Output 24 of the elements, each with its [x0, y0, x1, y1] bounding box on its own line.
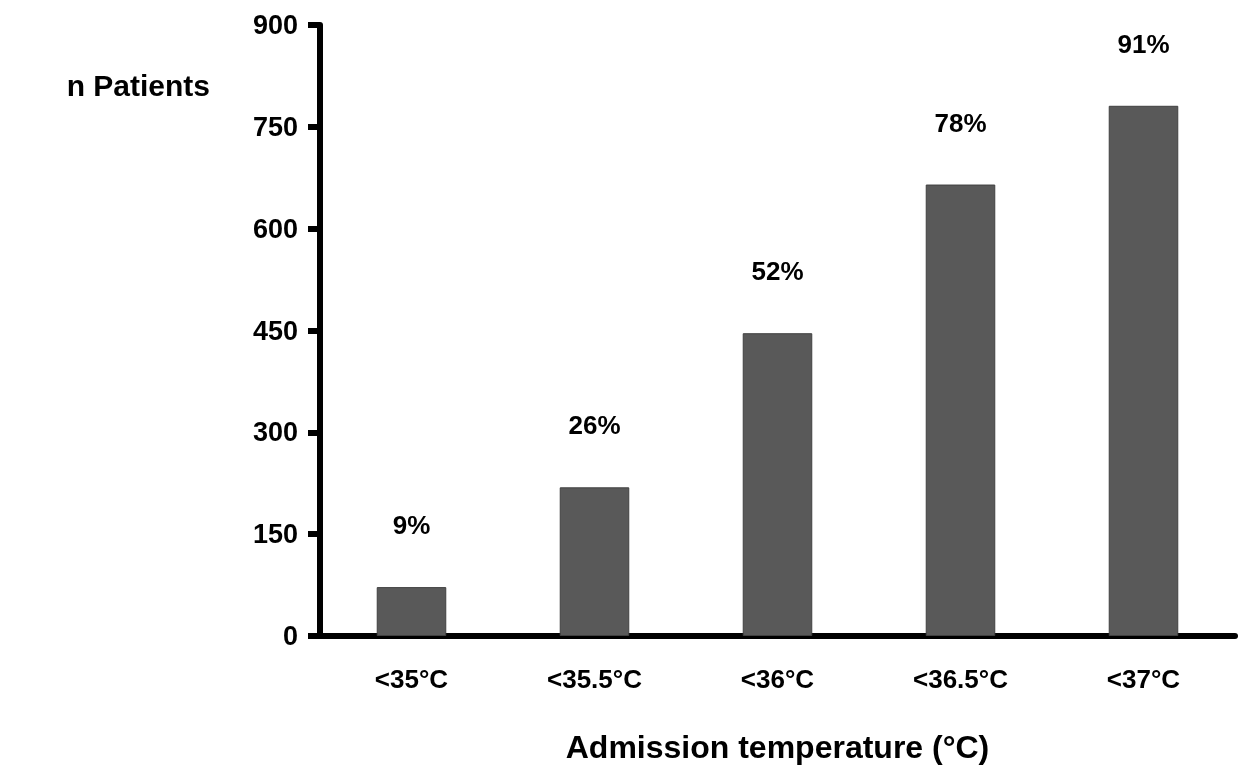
annotation: 78% [934, 107, 987, 138]
x-tick-label: <35°C [374, 664, 449, 694]
annotation: 91% [1117, 28, 1170, 59]
bar [925, 184, 996, 636]
y-axis-title: n Patients [66, 68, 210, 102]
x-axis-title: Admission temperature (°C) [565, 729, 990, 765]
x-tick-label: <36°C [740, 664, 815, 694]
x-tick-label: <37°C [1106, 664, 1181, 694]
bar [1108, 105, 1179, 636]
annotation: 52% [751, 256, 804, 287]
y-tick-label: 0 [282, 621, 298, 651]
y-tick-label: 900 [252, 10, 298, 40]
x-tick-label: <36.5°C [913, 664, 1009, 694]
y-tick-label: 450 [252, 315, 298, 346]
bar [559, 487, 630, 636]
bar [742, 333, 813, 636]
bar [376, 587, 447, 636]
y-tick-label: 600 [252, 213, 298, 244]
y-tick-label: 150 [252, 519, 298, 550]
annotation: 9% [392, 510, 431, 541]
y-tick-label: 300 [252, 417, 298, 448]
x-tick-label: <35.5°C [547, 664, 643, 694]
annotation: 26% [568, 410, 621, 441]
y-tick-label: 750 [252, 111, 298, 142]
